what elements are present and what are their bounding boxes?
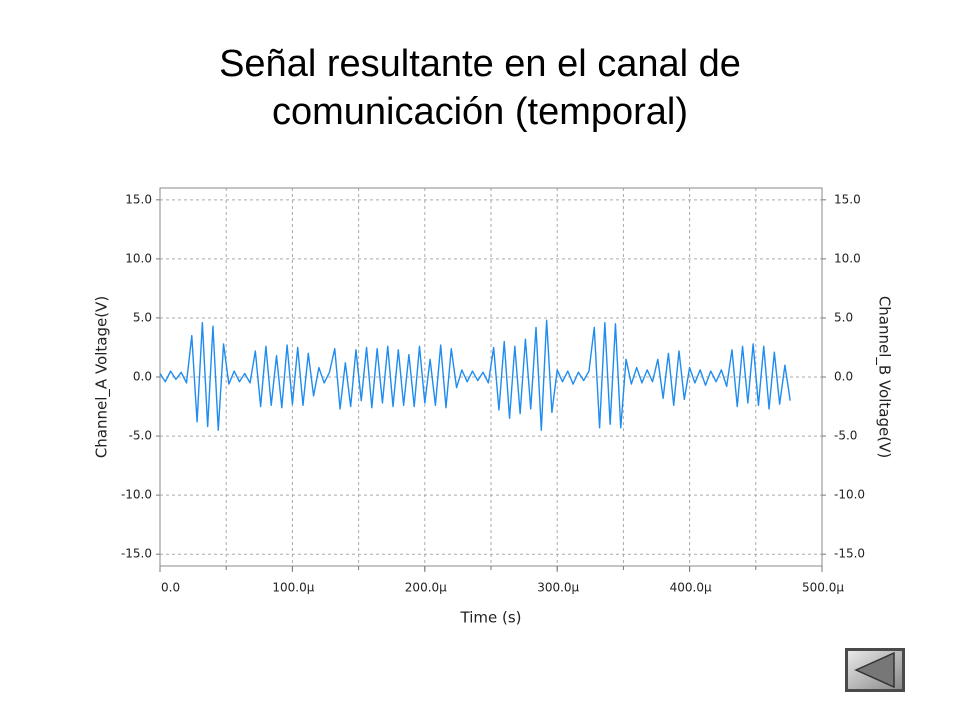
y-axis-label: Channel_A Voltage(V) <box>93 296 112 458</box>
slide-title: Señal resultante en el canal de comunica… <box>0 40 960 136</box>
y-tick-label: -5.0 <box>129 429 152 443</box>
y2-tick-label: -15.0 <box>834 547 865 561</box>
x-tick-label: 100.0µ <box>272 581 314 595</box>
x-tick-label: 0.0 <box>161 581 180 595</box>
y2-axis-label: Channel_B Voltage(V) <box>875 296 894 458</box>
x-tick-label: 400.0µ <box>670 581 712 595</box>
y2-tick-label: 0.0 <box>834 370 853 384</box>
back-arrow[interactable] <box>854 651 895 689</box>
y2-tick-label: 5.0 <box>834 310 853 324</box>
plot-frame <box>159 187 823 567</box>
y-tick-label: 0.0 <box>133 370 152 384</box>
signal-line <box>159 319 791 431</box>
y-tick-label: -15.0 <box>121 547 152 561</box>
nav-button[interactable] <box>845 648 905 692</box>
y2-tick-label: -5.0 <box>834 429 857 443</box>
y2-tick-label: -10.0 <box>834 488 865 502</box>
y2-tick-label: 15.0 <box>834 192 861 206</box>
x-axis-label: Time (s) <box>460 609 522 627</box>
x-tick-label: 200.0µ <box>405 581 447 595</box>
y2-tick-label: 10.0 <box>834 251 861 265</box>
x-tick-label: 300.0µ <box>537 581 579 595</box>
y-tick-label: 5.0 <box>133 310 152 324</box>
y-tick-label: 15.0 <box>125 192 152 206</box>
x-tick-label: 500.0µ <box>802 581 844 595</box>
title-line: comunicación (temporal) <box>271 91 689 133</box>
y-tick-label: 10.0 <box>125 251 152 265</box>
title-line: Señal resultante en el canal de <box>219 43 741 85</box>
y-tick-label: -10.0 <box>121 488 152 502</box>
